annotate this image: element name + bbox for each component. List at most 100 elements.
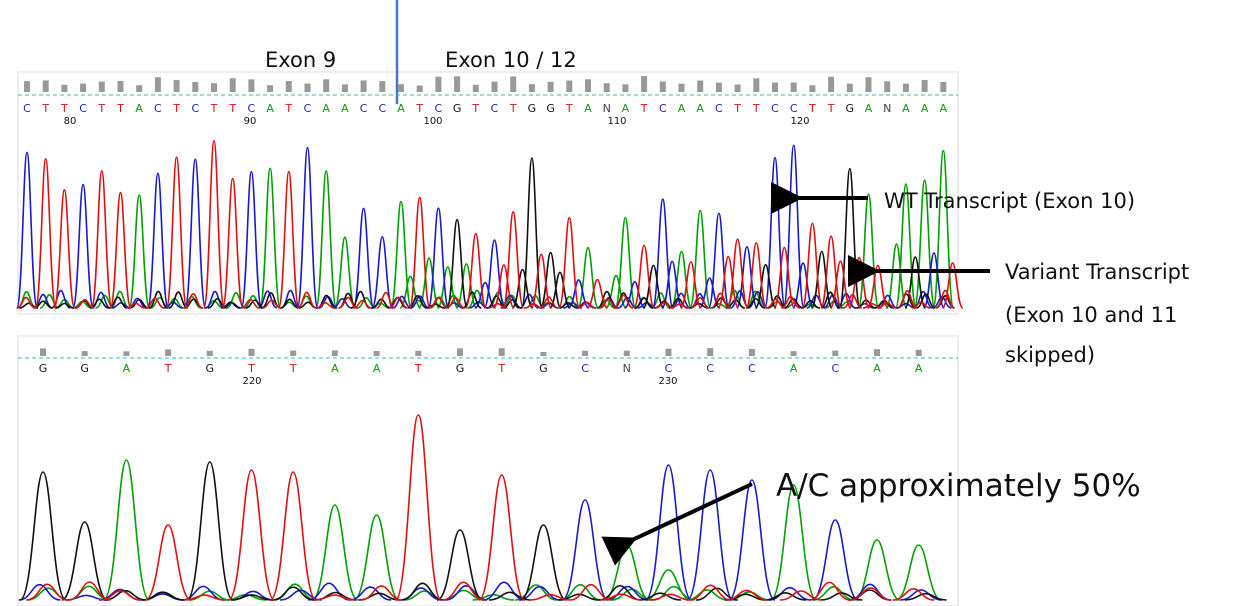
base-call: A [584,102,592,115]
quality-bar [940,82,947,92]
quality-bar [622,84,629,92]
base-call: T [284,102,292,115]
base-call: G [456,362,465,375]
base-call: C [360,102,368,115]
quality-bar [416,85,423,92]
base-call: T [497,362,505,375]
base-call: T [509,102,517,115]
quality-bar [80,83,87,92]
base-call: T [752,102,760,115]
base-call: T [289,362,297,375]
quality-bar [566,80,573,92]
quality-bar [540,352,547,356]
base-call: C [304,102,312,115]
quality-bar [790,351,797,356]
base-call: A [790,362,798,375]
quality-bar [491,81,498,92]
base-call: T [415,102,423,115]
exon9-label: Exon 9 [265,48,336,72]
base-call: T [210,102,218,115]
quality-bar [304,83,311,92]
quality-bar [267,85,274,92]
base-call: G [546,102,555,115]
base-call: A [341,102,349,115]
quality-bar [173,80,180,92]
quality-bar [165,349,172,356]
quality-bar [790,82,797,92]
quality-bar [665,348,672,356]
base-call: C [831,362,839,375]
quality-bar [846,83,853,92]
base-call: T [97,102,105,115]
quality-bar [678,83,685,92]
base-call: N [623,362,631,375]
quality-bar [921,80,928,92]
quality-bar [623,350,630,356]
quality-bar [585,79,591,92]
position-label: 80 [64,116,77,127]
base-call: T [640,102,648,115]
base-call: A [331,362,339,375]
base-call: C [491,102,499,115]
base-call: T [60,102,68,115]
base-call: G [80,362,89,375]
quality-bar [229,78,236,92]
quality-bar [192,81,199,92]
bottom-quality-bars [40,348,922,356]
base-call: A [123,362,131,375]
base-call: C [790,102,798,115]
base-call: C [715,102,723,115]
base-call: T [116,102,124,115]
position-label: 120 [790,116,809,127]
quality-bar [641,76,648,92]
quality-bar [341,84,348,92]
exon10-12-label: Exon 10 / 12 [445,48,577,72]
base-call: A [135,102,143,115]
quality-bar [457,348,463,356]
base-call: G [39,362,48,375]
top-trace-curves [15,139,964,309]
quality-bar [510,76,517,92]
quality-bar [828,76,835,92]
base-call: G [539,362,548,375]
base-call: A [921,102,929,115]
base-call: A [266,102,274,115]
variant-transcript-label-1: Variant Transcript [1005,260,1189,284]
base-call: C [23,102,31,115]
base-call: T [172,102,180,115]
base-call: C [191,102,199,115]
quality-bar [472,84,479,92]
quality-bar [398,84,404,92]
base-call: N [883,102,891,115]
base-call: T [41,102,49,115]
base-call: T [471,102,479,115]
base-call: T [228,102,236,115]
base-call: C [154,102,162,115]
quality-bar [697,80,704,92]
base-call: T [247,362,255,375]
quality-bar [454,76,461,92]
bottom-position-labels: 220 230 [242,376,677,387]
base-call: A [373,362,381,375]
base-call: T [808,102,816,115]
quality-bar [734,84,741,92]
quality-bar [154,77,161,92]
quality-bar [248,79,255,92]
quality-bar [136,85,143,92]
quality-bar [809,85,816,92]
base-call: A [678,102,686,115]
quality-bar [117,80,124,92]
quality-bar [603,83,610,92]
base-call: T [733,102,741,115]
base-call: T [827,102,835,115]
base-call: T [414,362,422,375]
base-call: A [940,102,948,115]
quality-bar [206,350,213,356]
quality-bar [902,83,909,92]
quality-bar [415,350,422,356]
base-call: C [659,102,667,115]
quality-bar [748,349,755,356]
quality-bar [81,351,88,356]
